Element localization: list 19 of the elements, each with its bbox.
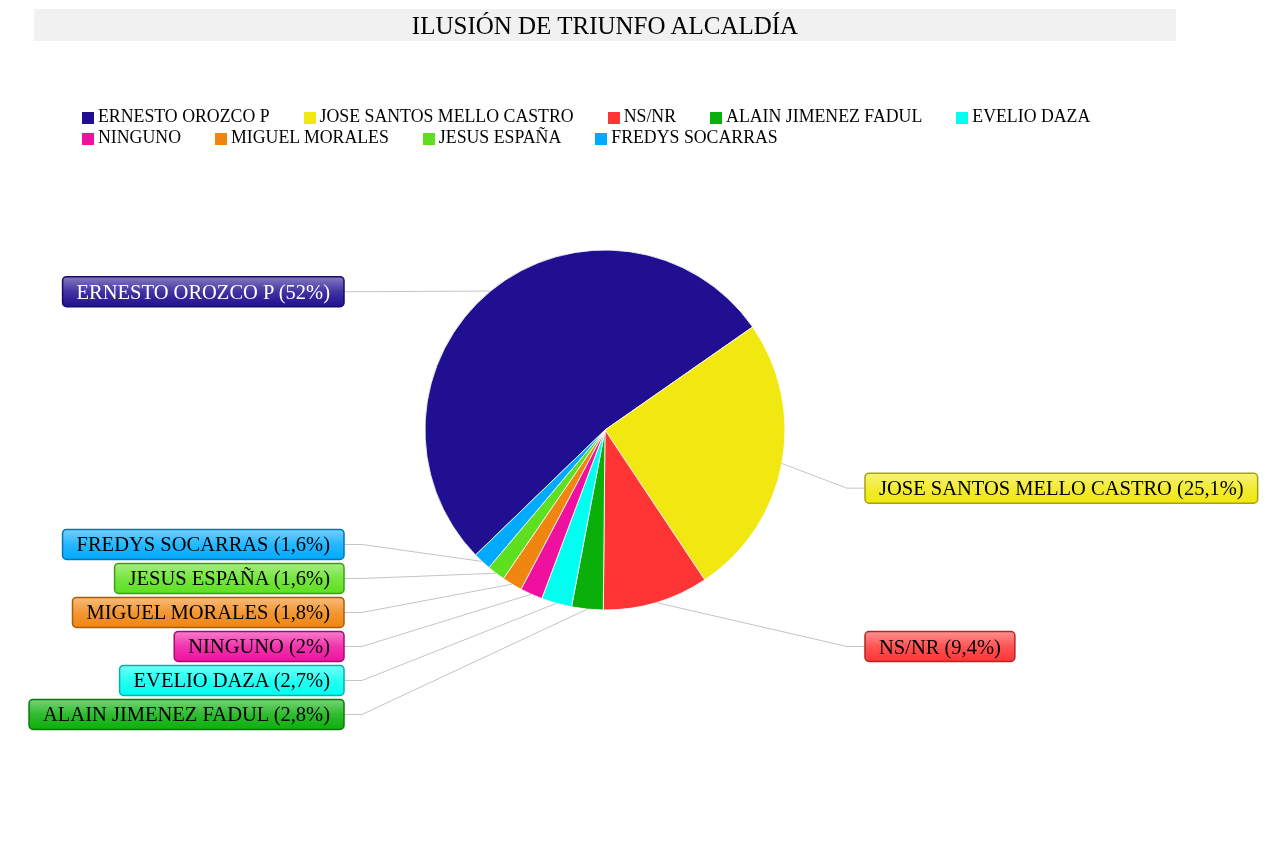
legend-label: ERNESTO OROZCO P xyxy=(98,106,270,126)
legend-label: JESUS ESPAÑA xyxy=(438,127,562,147)
category-label: FREDYS SOCARRAS (1,6%) xyxy=(76,533,330,556)
category-label: JOSE SANTOS MELLO CASTRO (25,1%) xyxy=(879,477,1244,500)
category-label: NINGUNO (2%) xyxy=(188,635,330,658)
legend-label: NS/NR xyxy=(623,106,677,126)
category-label: JESUS ESPAÑA (1,6%) xyxy=(128,567,330,590)
legend-label: ALAIN JIMENEZ FADUL xyxy=(726,106,923,126)
legend-label: NINGUNO xyxy=(98,127,181,147)
chart-title: ILUSIÓN DE TRIUNFO ALCALDÍA xyxy=(34,9,1176,41)
category-label: EVELIO DAZA (2,7%) xyxy=(133,669,330,692)
category-label: ALAIN JIMENEZ FADUL (2,8%) xyxy=(43,703,330,726)
category-label: NS/NR (9,4%) xyxy=(879,635,1001,658)
legend-label: MIGUEL MORALES xyxy=(230,127,389,147)
legend-label: JOSE SANTOS MELLO CASTRO xyxy=(319,106,574,126)
legend-label: EVELIO DAZA xyxy=(972,106,1091,126)
category-label: MIGUEL MORALES (1,8%) xyxy=(86,601,330,624)
category-label: ERNESTO OROZCO P (52%) xyxy=(76,280,330,303)
legend-label: FREDYS SOCARRAS xyxy=(611,127,778,147)
